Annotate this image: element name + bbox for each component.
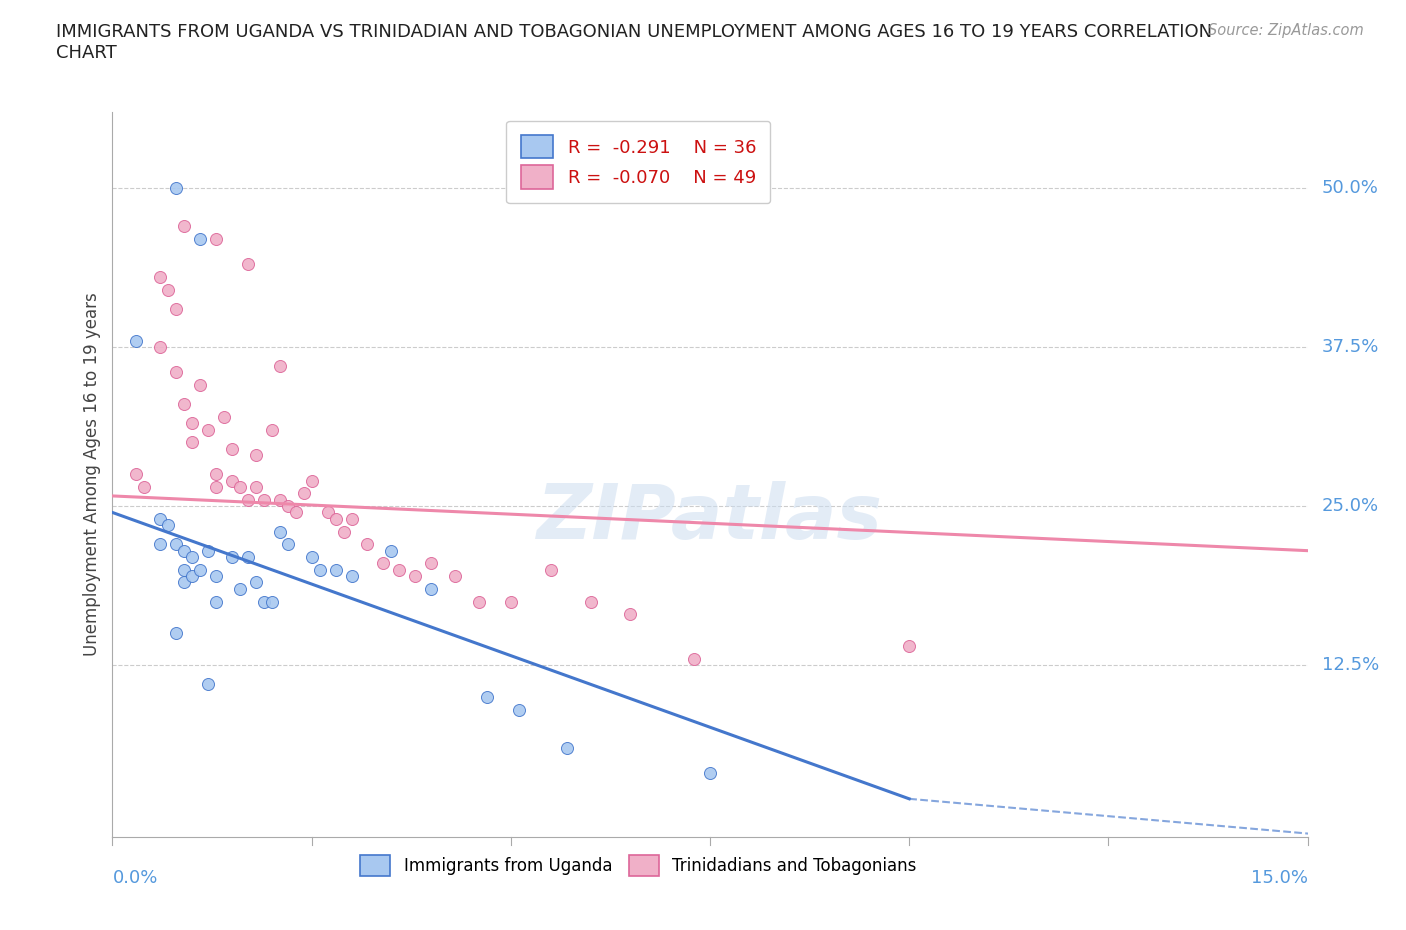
Point (420, 581, 443, 596)
Point (301, 473, 323, 488)
Point (157, 283, 180, 298)
Text: Source: ZipAtlas.com: Source: ZipAtlas.com (1208, 23, 1364, 38)
Point (277, 537, 299, 551)
Point (173, 563, 195, 578)
Point (149, 339, 172, 354)
Point (468, 594, 491, 609)
Point (340, 568, 363, 583)
Point (134, 480, 156, 495)
Point (475, 689, 498, 704)
Point (316, 505, 339, 520)
Point (236, 492, 259, 507)
Point (165, 301, 187, 316)
Point (356, 537, 378, 551)
Point (221, 473, 243, 488)
Point (499, 594, 522, 609)
Text: 25.0%: 25.0% (1322, 498, 1379, 515)
Point (284, 505, 307, 520)
Point (269, 359, 291, 374)
Point (188, 563, 211, 578)
Point (260, 422, 283, 437)
Point (253, 492, 276, 507)
Point (165, 365, 187, 380)
Legend: Immigrants from Uganda, Trinidadians and Tobagonians: Immigrants from Uganda, Trinidadians and… (353, 848, 924, 884)
Point (508, 702, 530, 717)
Point (212, 409, 235, 424)
Point (181, 550, 204, 565)
Point (579, 594, 602, 609)
Point (197, 677, 219, 692)
Point (173, 543, 195, 558)
Point (188, 232, 211, 246)
Point (253, 594, 276, 609)
Point (699, 766, 721, 781)
Point (420, 556, 443, 571)
Point (205, 467, 228, 482)
Text: 50.0%: 50.0% (1322, 179, 1379, 197)
Point (540, 563, 562, 578)
Text: 12.5%: 12.5% (1322, 657, 1379, 674)
Point (340, 512, 363, 526)
Point (181, 435, 204, 450)
Y-axis label: Unemployment Among Ages 16 to 19 years: Unemployment Among Ages 16 to 19 years (83, 292, 101, 657)
Point (619, 607, 641, 622)
Point (221, 550, 243, 565)
Point (157, 518, 180, 533)
Point (165, 537, 187, 551)
Point (332, 525, 354, 539)
Point (149, 512, 172, 526)
Text: 37.5%: 37.5% (1322, 338, 1379, 356)
Point (898, 639, 921, 654)
Point (205, 568, 228, 583)
Point (301, 550, 323, 565)
Point (388, 563, 411, 578)
Point (245, 575, 267, 590)
Point (197, 543, 219, 558)
Point (229, 581, 252, 596)
Point (173, 397, 195, 412)
Point (325, 512, 347, 526)
Point (229, 480, 252, 495)
Point (444, 568, 467, 583)
Point (165, 180, 187, 195)
Point (165, 626, 187, 641)
Point (292, 486, 315, 501)
Point (277, 498, 299, 513)
Point (181, 416, 204, 431)
Point (683, 651, 706, 666)
Point (236, 257, 259, 272)
Text: 15.0%: 15.0% (1250, 869, 1308, 887)
Point (260, 594, 283, 609)
Point (125, 467, 148, 482)
Point (404, 568, 426, 583)
Point (181, 568, 204, 583)
Point (221, 442, 243, 457)
Point (149, 537, 172, 551)
Point (173, 575, 195, 590)
Point (125, 333, 148, 348)
Point (205, 480, 228, 495)
Point (308, 563, 330, 578)
Text: ZIPatlas: ZIPatlas (537, 481, 883, 555)
Point (373, 556, 395, 571)
Point (380, 543, 402, 558)
Point (555, 740, 578, 755)
Point (325, 563, 347, 578)
Point (245, 447, 267, 462)
Point (188, 378, 211, 392)
Point (197, 422, 219, 437)
Point (205, 594, 228, 609)
Point (173, 219, 195, 233)
Point (149, 270, 172, 285)
Point (269, 492, 291, 507)
Text: 0.0%: 0.0% (112, 869, 157, 887)
Point (269, 525, 291, 539)
Text: IMMIGRANTS FROM UGANDA VS TRINIDADIAN AND TOBAGONIAN UNEMPLOYMENT AMONG AGES 16 : IMMIGRANTS FROM UGANDA VS TRINIDADIAN AN… (56, 23, 1212, 62)
Point (245, 480, 267, 495)
Point (205, 232, 228, 246)
Point (236, 550, 259, 565)
